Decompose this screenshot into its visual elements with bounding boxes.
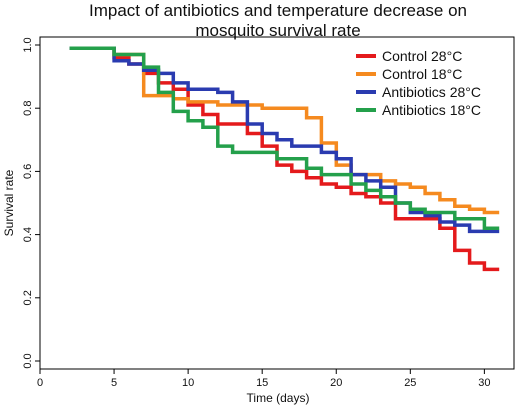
x-tick-label: 10: [182, 377, 194, 389]
x-tick-label: 25: [404, 377, 416, 389]
series-line-antibiotics-18-c: [69, 46, 500, 231]
y-tick-label: 0.2: [22, 290, 34, 305]
legend-label-antibiotics-18-c: Antibiotics 18°C: [382, 102, 481, 118]
y-axis-label: Survival rate: [2, 169, 16, 236]
x-tick-label: 20: [330, 377, 342, 389]
legend-label-control-28-c: Control 28°C: [382, 48, 462, 64]
x-tick-label: 15: [256, 377, 268, 389]
series-line-control-18-c: [69, 46, 500, 215]
y-tick-label: 0.8: [22, 101, 34, 116]
y-tick-label: 0.6: [22, 164, 34, 179]
legend: Control 28°C Control 18°C Antibiotics 28°C…: [356, 48, 481, 118]
legend-label-antibiotics-28-c: Antibiotics 28°C: [382, 84, 481, 100]
x-tick-label: 5: [111, 377, 117, 389]
chart-title-line-1: Impact of antibiotics and temperature de…: [89, 1, 467, 20]
y-tick-label: 1.0: [22, 37, 34, 52]
legend-label-control-18-c: Control 18°C: [382, 66, 462, 82]
x-tick-label: 30: [478, 377, 490, 389]
x-tick-label: 0: [37, 377, 43, 389]
chart-title-line-2: mosquito survival rate: [195, 21, 360, 40]
x-axis-label: Time (days): [247, 391, 310, 405]
chart-title: Impact of antibiotics and temperature de…: [89, 1, 467, 40]
plot-frame: [39, 36, 515, 370]
y-axis: 0.0 0.2 0.4 0.6 0.8 1.0: [22, 37, 40, 369]
series-lines: [69, 46, 500, 272]
y-tick-label: 0.0: [22, 353, 34, 368]
y-tick-label: 0.4: [22, 227, 34, 242]
x-axis: 0 5 10 15 20 25 30: [37, 369, 491, 389]
